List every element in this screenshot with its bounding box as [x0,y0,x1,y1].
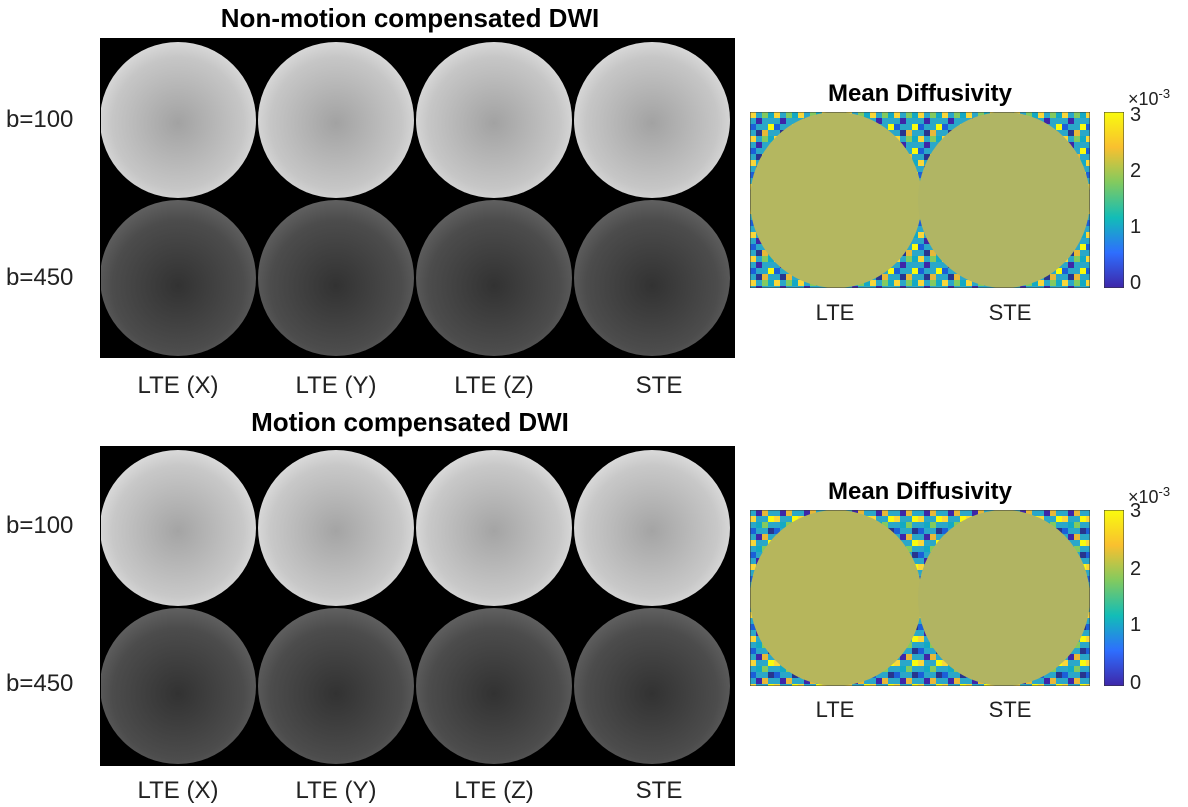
panel-title: Motion compensated DWI [251,407,569,437]
colorbar-tick: 0 [1130,672,1142,694]
dwi-tile-b450-lte-z [416,200,572,356]
dwi-tile-b100-lte-y [258,450,414,606]
md-region-ste [918,112,1090,288]
colorbar-tick: 3 [1130,500,1142,522]
md-x-label: STE [988,697,1032,722]
dwi-tile-b450-lte-z [416,608,572,764]
dwi-tile-b100-lte-z [416,450,572,606]
dwi-tile-b450-ste [574,608,730,764]
md-colorbar [1104,112,1124,288]
dwi-tile-b100-ste [574,450,730,606]
row-label-b100: b=100 [6,106,74,133]
column-label: LTE (Y) [295,372,377,399]
row-label-b450: b=450 [6,670,74,697]
md-x-label: LTE [815,697,855,722]
dwi-tile-b100-lte-x [100,42,256,198]
colorbar-tick: 0 [1130,272,1142,294]
dwi-tile-b450-lte-x [100,608,256,764]
colorbar-tick: 2 [1130,160,1142,182]
column-label: LTE (X) [137,777,219,804]
dwi-tile-b450-lte-x [100,200,256,356]
md-region-ste [918,510,1090,686]
md-map [750,112,1090,288]
md-x-label: STE [988,300,1032,325]
md-map [750,510,1090,686]
column-label: LTE (Y) [295,777,377,804]
dwi-tile-b450-lte-y [258,200,414,356]
column-label: LTE (Z) [454,777,534,804]
column-label: STE [635,372,683,399]
colorbar-multiplier: ×10-3 [1128,484,1171,507]
dwi-image-grid [100,38,735,358]
colorbar-tick: 3 [1130,104,1142,126]
row-label-b100: b=100 [6,512,74,539]
md-title: Mean Diffusivity [827,80,1013,107]
md-region-lte [750,112,922,288]
panel-title: Non-motion compensated DWI [220,3,600,33]
dwi-tile-b100-ste [574,42,730,198]
dwi-tile-b100-lte-z [416,42,572,198]
column-label: LTE (Z) [454,372,534,399]
colorbar-tick: 2 [1130,558,1142,580]
colorbar-tick: 1 [1130,614,1142,636]
row-label-b450: b=450 [6,264,74,291]
md-colorbar [1104,510,1124,686]
md-region-lte [750,510,922,686]
md-x-label: LTE [815,300,855,325]
column-label: STE [635,777,683,804]
column-label: LTE (X) [137,372,219,399]
md-title: Mean Diffusivity [827,478,1013,505]
dwi-tile-b100-lte-x [100,450,256,606]
dwi-tile-b450-ste [574,200,730,356]
dwi-tile-b450-lte-y [258,608,414,764]
dwi-tile-b100-lte-y [258,42,414,198]
colorbar-tick: 1 [1130,216,1142,238]
dwi-image-grid [100,446,735,766]
colorbar-multiplier: ×10-3 [1128,86,1171,109]
